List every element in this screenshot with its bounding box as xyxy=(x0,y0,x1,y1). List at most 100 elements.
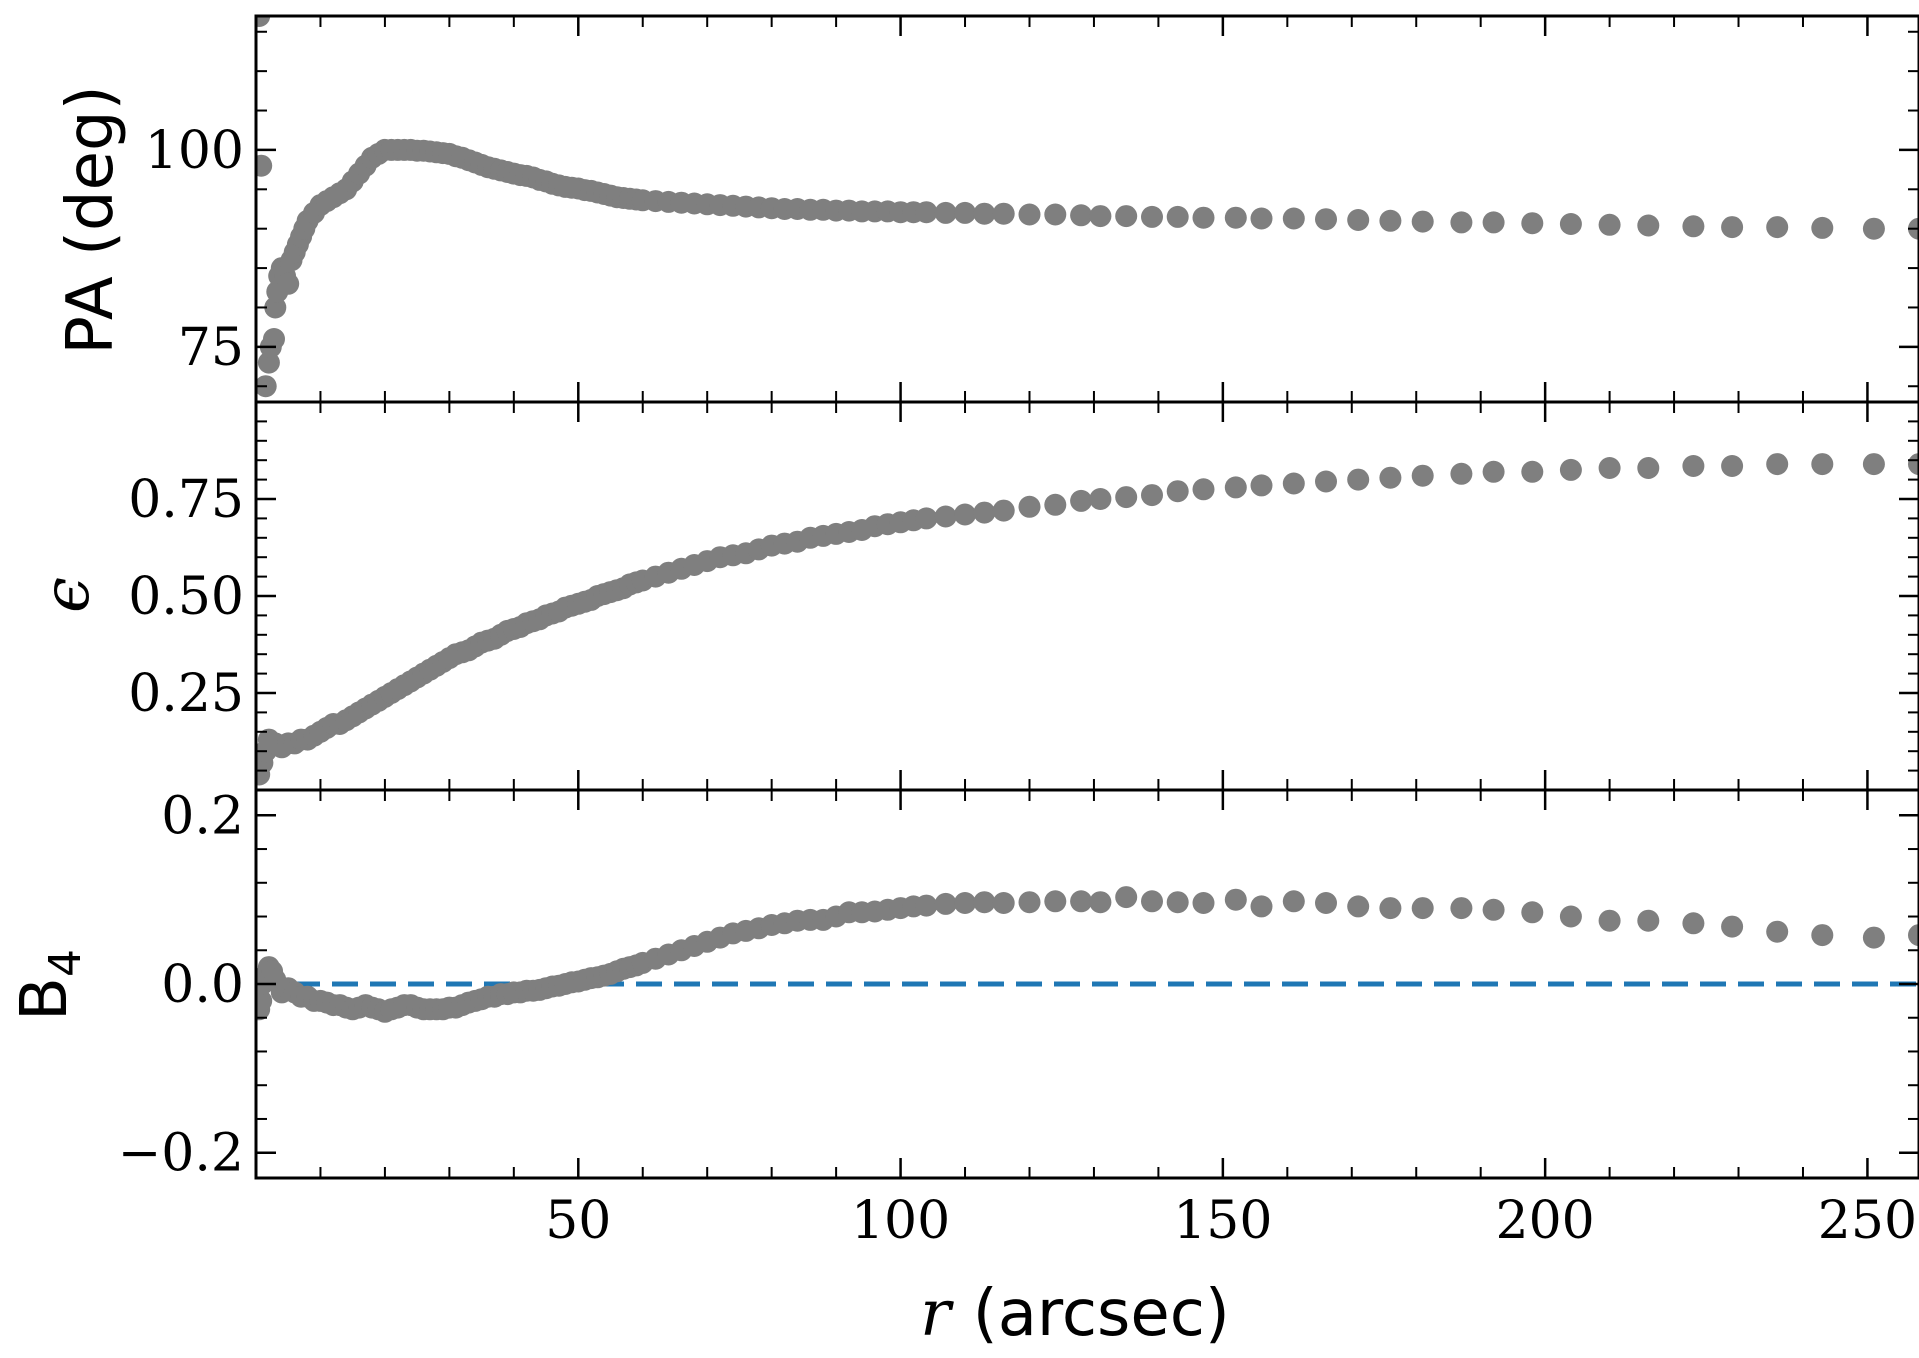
b4-point xyxy=(1908,924,1919,947)
b4-ylabel: B4 xyxy=(8,949,91,1021)
pa-point xyxy=(1637,214,1660,237)
ellipticity-point xyxy=(1315,470,1337,493)
pa-point xyxy=(1347,209,1370,231)
pa-ytick-label: 100 xyxy=(145,121,244,181)
b4-point xyxy=(1521,901,1544,924)
pa-point xyxy=(1250,207,1273,230)
b4-point xyxy=(934,892,957,915)
pa-point xyxy=(1070,204,1093,227)
ellipticity-point xyxy=(1721,455,1744,477)
pa-ticks: 75 100 xyxy=(145,16,1919,402)
ellipticity-panel: 0.25 0.50 0.75 ϵ xyxy=(30,402,1919,790)
ellipticity-ytick-label: 0.25 xyxy=(128,664,244,724)
pa-points xyxy=(256,16,1919,398)
b4-point xyxy=(1044,890,1067,913)
b4-point xyxy=(915,894,938,917)
pa-point xyxy=(1089,205,1112,228)
b4-point xyxy=(1411,897,1434,920)
b4-point xyxy=(1115,886,1138,909)
pa-point xyxy=(256,154,273,177)
ellipticity-point xyxy=(1482,460,1505,483)
b4-point xyxy=(1682,912,1705,935)
b4-points xyxy=(256,886,1919,1023)
x-tick-label: 100 xyxy=(851,1191,950,1251)
pa-panel: 75 100 PA (deg) xyxy=(54,16,1919,402)
b4-ytick-label: −0.2 xyxy=(118,1124,244,1184)
pa-point xyxy=(1559,213,1582,235)
ellipticity-ticks: 0.25 0.50 0.75 xyxy=(128,402,1919,790)
b4-ytick-label: 0.0 xyxy=(161,955,244,1015)
pa-point xyxy=(954,201,976,224)
ellipticity-point xyxy=(1250,474,1273,497)
ellipticity-point xyxy=(1682,455,1705,477)
pa-point xyxy=(277,272,300,295)
pa-point xyxy=(1682,215,1705,238)
pa-point xyxy=(1282,207,1305,230)
b4-point xyxy=(1282,890,1305,913)
b4-point xyxy=(1141,890,1163,913)
ellipticity-point xyxy=(1862,453,1885,476)
pa-point xyxy=(1224,206,1247,229)
b4-point xyxy=(1637,909,1660,932)
b4-point xyxy=(973,891,996,914)
b4-point xyxy=(992,892,1015,914)
b4-point xyxy=(1721,915,1744,938)
b4-frame xyxy=(254,788,1919,1180)
pa-point xyxy=(1482,211,1505,234)
pa-point xyxy=(1379,209,1402,232)
x-axis-title: r (arcsec) xyxy=(920,1277,1230,1351)
ellipticity-point xyxy=(1637,457,1660,479)
pa-point xyxy=(992,202,1015,225)
b4-ylabel-subscript: 4 xyxy=(40,949,91,977)
pa-point xyxy=(1411,210,1434,233)
pa-point xyxy=(1141,205,1163,228)
pa-point xyxy=(1018,203,1041,226)
ellipticity-point xyxy=(954,503,976,526)
b4-point xyxy=(1166,891,1189,914)
pa-point xyxy=(1044,203,1067,226)
b4-point xyxy=(1250,895,1273,918)
ellipticity-point xyxy=(1070,489,1093,512)
ellipticity-point xyxy=(1766,453,1789,476)
pa-point xyxy=(1115,205,1138,228)
ellipticity-point xyxy=(1018,495,1041,518)
ellipticity-point xyxy=(1411,464,1434,487)
b4-point xyxy=(1598,909,1621,932)
pa-point xyxy=(1166,205,1189,228)
b4-point xyxy=(1766,920,1789,943)
ellipticity-point xyxy=(1379,466,1402,489)
x-tick-label: 150 xyxy=(1173,1191,1272,1251)
b4-point xyxy=(1482,898,1505,921)
b4-point xyxy=(256,989,273,1012)
b4-point xyxy=(1192,892,1215,914)
ellipticity-ylabel: ϵ xyxy=(30,577,104,613)
ellipticity-point xyxy=(1044,493,1067,516)
b4-point xyxy=(1089,891,1112,914)
b4-panel: −0.2 0.0 0.2 B4 xyxy=(8,786,1919,1184)
ellipticity-point xyxy=(1224,476,1247,499)
pa-point xyxy=(263,328,285,350)
x-tick-label: 250 xyxy=(1818,1191,1917,1251)
b4-ylabel-main: B xyxy=(8,977,82,1021)
x-tick-label: 200 xyxy=(1496,1191,1595,1251)
pa-point xyxy=(1598,213,1621,236)
x-axis-unit: (arcsec) xyxy=(973,1277,1230,1351)
ellipticity-point xyxy=(1811,453,1834,476)
pa-point xyxy=(1192,206,1215,229)
b4-point xyxy=(1559,905,1582,928)
ellipticity-point xyxy=(934,505,957,528)
b4-point xyxy=(1347,895,1370,918)
panel-frames xyxy=(254,14,1919,1180)
ellipticity-ytick-label: 0.50 xyxy=(128,567,244,627)
ellipticity-point xyxy=(1450,462,1473,485)
ellipticity-point xyxy=(1192,478,1215,501)
x-axis-symbol: r xyxy=(920,1277,954,1351)
pa-point xyxy=(934,201,957,224)
ellipticity-point xyxy=(1521,460,1544,483)
b4-point xyxy=(1811,924,1834,947)
x-tick-labels: 50 100 150 200 250 xyxy=(545,1191,1917,1251)
ellipticity-point xyxy=(1282,472,1305,495)
pa-point xyxy=(1450,211,1473,234)
ellipticity-point xyxy=(1141,484,1163,507)
